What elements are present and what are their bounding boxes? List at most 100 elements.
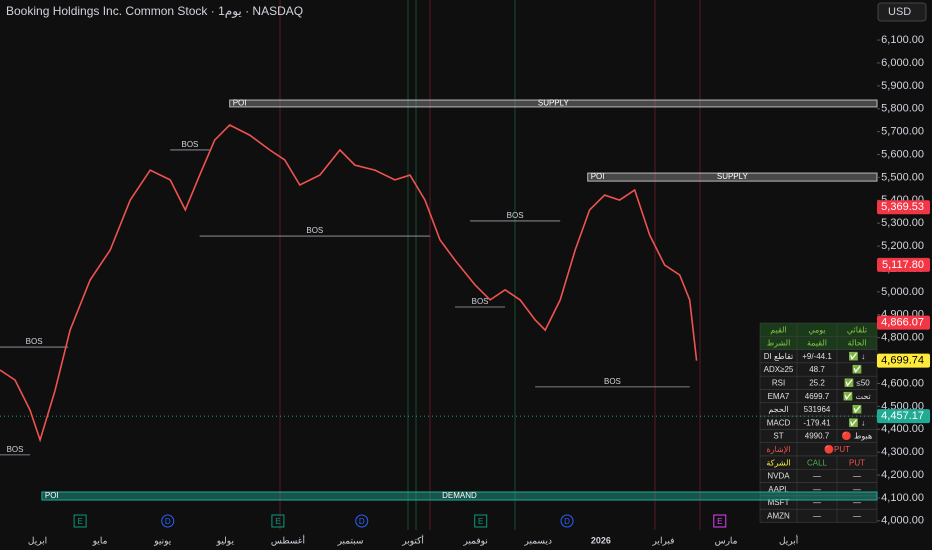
table-cell: 531964 xyxy=(804,405,831,414)
event-label: D xyxy=(165,517,171,526)
zone-label: POI xyxy=(45,491,59,500)
event-marker xyxy=(161,514,175,528)
bos-label: BOS xyxy=(306,226,323,235)
price-tag-label: 4,457.17 xyxy=(881,410,924,422)
event-marker xyxy=(713,514,727,528)
table-cell: الشرط xyxy=(767,339,791,348)
table-cell: يومي xyxy=(808,325,825,334)
y-tick-label: 4,100.00 xyxy=(881,492,924,504)
x-tick-label: مايو xyxy=(92,535,108,546)
currency-label: USD xyxy=(888,6,911,18)
y-tick-label: 5,500.00 xyxy=(881,171,924,183)
table-cell: ADX≥25 xyxy=(764,365,794,374)
chart-title: Booking Holdings Inc. Common Stock · 1يو… xyxy=(6,4,303,18)
table-cell: ✅ ≤50 xyxy=(844,377,870,387)
x-tick-label: سبتمبر xyxy=(337,535,364,546)
zone-label: SUPPLY xyxy=(538,99,570,108)
x-tick-label: ديسمبر xyxy=(524,535,552,546)
event-marker xyxy=(355,514,369,528)
table-cell: 4990.7 xyxy=(805,432,830,441)
table-cell: — xyxy=(813,498,821,507)
table-cell: الحجم xyxy=(768,405,788,414)
y-tick-label: 5,200.00 xyxy=(881,240,924,252)
event-marker xyxy=(73,514,87,528)
table-cell: PUT xyxy=(849,458,865,467)
zone-label: DEMAND xyxy=(442,491,477,500)
table-cell: الإشارة xyxy=(767,445,791,454)
bos-label: BOS xyxy=(507,211,524,220)
table-cell: 🔴PUT xyxy=(824,444,850,454)
bos-label: BOS xyxy=(472,297,489,306)
table-cell: AAPL xyxy=(768,485,789,494)
table-cell: MACD xyxy=(767,418,791,427)
price-tag-label: 5,369.53 xyxy=(881,201,924,213)
currency-button[interactable] xyxy=(877,2,927,22)
bos-label: BOS xyxy=(26,337,43,346)
x-tick-label: فبراير xyxy=(651,535,674,546)
table-cell: — xyxy=(813,472,821,481)
x-tick-label: يوليو xyxy=(216,535,235,546)
bos-label: BOS xyxy=(604,377,621,386)
y-tick-label: 5,700.00 xyxy=(881,126,924,138)
price-tag xyxy=(877,200,930,215)
table-cell: -179.41 xyxy=(803,418,831,427)
price-tag-label: 5,117.80 xyxy=(882,259,924,271)
table-cell: DI تقاطع xyxy=(764,352,794,361)
x-tick-label: 2026 xyxy=(591,535,611,545)
y-tick-label: 6,100.00 xyxy=(881,34,924,46)
table-cell: NVDA xyxy=(767,472,790,481)
table-cell: — xyxy=(813,485,821,494)
y-tick-label: 4,300.00 xyxy=(881,446,924,458)
table-cell: الشركة xyxy=(766,458,790,467)
y-tick-label: 4,400.00 xyxy=(881,423,924,435)
table-cell: تلقائي xyxy=(847,325,867,334)
event-label: E xyxy=(717,517,722,526)
x-tick-label: نوفمبر xyxy=(463,535,488,546)
table-cell: ✅ ↓ xyxy=(849,417,865,427)
price-tag xyxy=(877,353,930,368)
session-lines xyxy=(279,0,701,530)
event-marker xyxy=(271,514,285,528)
bos-label: BOS xyxy=(7,445,24,454)
y-tick-label: 4,200.00 xyxy=(881,469,924,481)
price-line xyxy=(0,124,698,443)
table-cell: 🔴 هبوط xyxy=(842,431,872,441)
table-cell: ✅ xyxy=(852,364,862,374)
zone-label: POI xyxy=(233,99,247,108)
table-cell: القيمة xyxy=(807,339,827,348)
table-cell: الحالة xyxy=(848,339,867,348)
table-cell: AMZN xyxy=(767,511,790,520)
table-cell: CALL xyxy=(807,458,828,467)
table-cell: +9/-44.1 xyxy=(802,352,832,361)
event-label: E xyxy=(77,517,82,526)
zone xyxy=(229,99,878,108)
y-tick-label: 4,600.00 xyxy=(881,377,924,389)
x-tick-label: يونيو xyxy=(153,535,172,546)
table-cell: ✅ xyxy=(852,404,862,414)
table-cell: 25.2 xyxy=(809,378,825,387)
table-cell: EMA7 xyxy=(768,392,790,401)
price-tag-label: 4,866.07 xyxy=(881,316,924,328)
table-cell: 48.7 xyxy=(809,365,825,374)
table-cell: القيم xyxy=(770,325,786,334)
x-tick-label: أغسطس xyxy=(271,533,305,546)
zone xyxy=(41,491,878,501)
table-cell: RSI xyxy=(772,378,785,387)
price-tag xyxy=(877,315,930,330)
table-cell: 4699.7 xyxy=(805,392,830,401)
y-tick-label: 5,600.00 xyxy=(881,148,924,160)
y-tick-label: 5,300.00 xyxy=(881,217,924,229)
table-cell: ✅ تحت xyxy=(843,391,870,401)
table-cell: — xyxy=(813,511,821,520)
price-tag xyxy=(877,257,930,272)
zone-label: SUPPLY xyxy=(717,172,749,181)
event-label: D xyxy=(564,517,570,526)
x-tick-label: أكتوبر xyxy=(401,533,424,546)
table-cell: — xyxy=(853,485,861,494)
signal-table: القيم يومي تلقائي الشرط القيمة الحالة DI تقاطع… xyxy=(759,322,878,523)
event-label: E xyxy=(478,517,483,526)
event-label: D xyxy=(359,517,365,526)
event-marker xyxy=(474,514,488,528)
